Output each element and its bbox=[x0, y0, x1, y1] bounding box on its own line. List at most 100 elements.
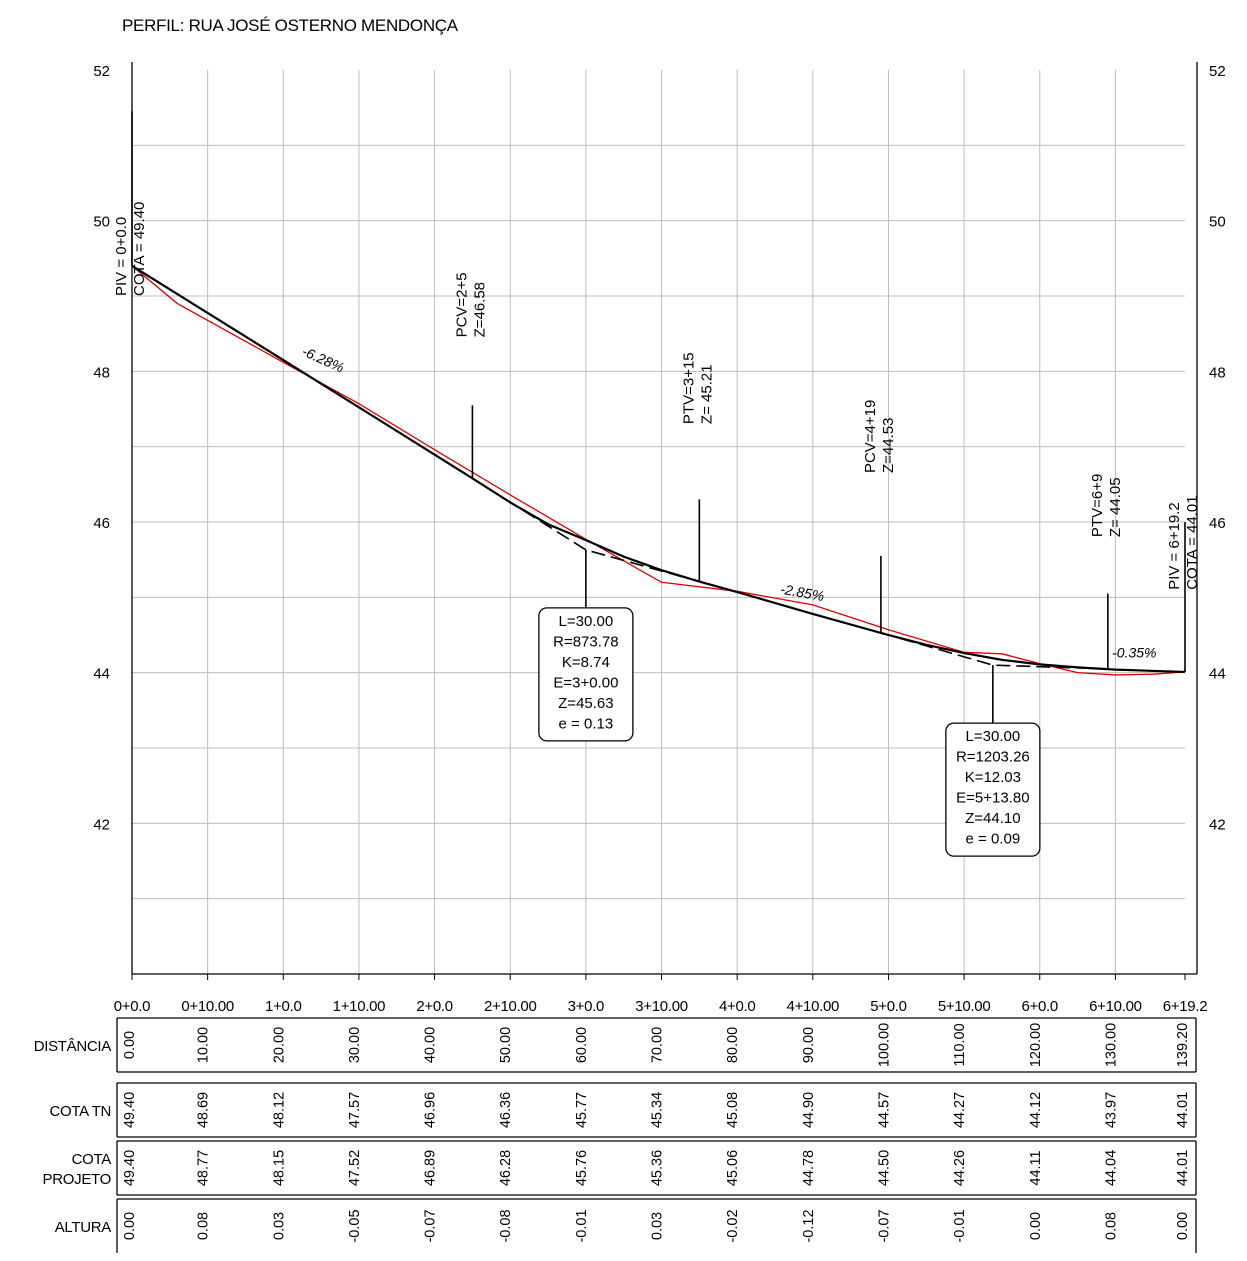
x-tick-label: 6+19.2 bbox=[1163, 998, 1208, 1015]
x-tick-label: 4+0.0 bbox=[719, 998, 755, 1015]
marker-label: PTV=6+9 bbox=[1089, 474, 1106, 537]
y-tick-label-right: 50 bbox=[1209, 214, 1226, 231]
table-cell-value: 43.97 bbox=[1103, 1092, 1119, 1128]
marker-label: PCV=2+5 bbox=[453, 272, 470, 337]
table-cell-value: 130.00 bbox=[1103, 1023, 1119, 1067]
y-tick-label-left: 50 bbox=[93, 214, 110, 231]
y-tick-label-left: 44 bbox=[93, 666, 110, 683]
table-cell-value: 0.00 bbox=[1175, 1212, 1191, 1240]
table-cell-value: -0.12 bbox=[801, 1209, 817, 1242]
table-cell-value: 90.00 bbox=[801, 1027, 817, 1063]
table-cell-value: 47.52 bbox=[347, 1150, 363, 1186]
table-cell-value: -0.07 bbox=[423, 1209, 439, 1242]
tangent-line bbox=[880, 631, 1108, 670]
y-tick-label-left: 42 bbox=[93, 816, 110, 833]
marker-label: Z= 44.05 bbox=[1107, 477, 1124, 537]
table-cell-value: 0.03 bbox=[650, 1212, 666, 1240]
x-tick-label: 6+0.0 bbox=[1022, 998, 1058, 1015]
table-row-label: DISTÂNCIA bbox=[34, 1038, 112, 1055]
table-cell-value: 48.15 bbox=[271, 1150, 287, 1186]
table-cell-value: 0.00 bbox=[1028, 1212, 1044, 1240]
table-cell-value: -0.05 bbox=[347, 1209, 363, 1242]
curve-info-line: L=30.00 bbox=[966, 728, 1021, 745]
y-tick-label-right: 48 bbox=[1209, 364, 1226, 381]
x-tick-label: 4+10.00 bbox=[787, 998, 840, 1015]
table-row-label: ALTURA bbox=[55, 1219, 112, 1236]
x-tick-label: 6+10.00 bbox=[1089, 998, 1142, 1015]
table-cell-value: 48.12 bbox=[271, 1092, 287, 1128]
table-cell-value: -0.01 bbox=[952, 1209, 968, 1242]
table-cell-value: 44.01 bbox=[1175, 1092, 1191, 1128]
table-cell-value: 0.00 bbox=[122, 1212, 138, 1240]
marker-label: Z= 45.21 bbox=[698, 364, 715, 424]
table-cell-value: 0.08 bbox=[1103, 1212, 1119, 1240]
table-cell-value: 44.26 bbox=[952, 1150, 968, 1186]
page-title: PERFIL: RUA JOSÉ OSTERNO MENDONÇA bbox=[122, 16, 458, 35]
y-tick-label-right: 42 bbox=[1209, 816, 1226, 833]
table-cell-value: 45.36 bbox=[650, 1150, 666, 1186]
curve-info-line: L=30.00 bbox=[559, 613, 614, 630]
table-cell-value: -0.08 bbox=[498, 1209, 514, 1242]
x-tick-label: 5+0.0 bbox=[870, 998, 906, 1015]
table-row-label: COTA TN bbox=[49, 1103, 111, 1120]
x-tick-label: 0+0.0 bbox=[114, 998, 150, 1015]
table-cell-value: 50.00 bbox=[498, 1027, 514, 1063]
x-tick-label: 1+0.0 bbox=[265, 998, 301, 1015]
curve-info-line: E=5+13.80 bbox=[956, 790, 1029, 807]
table-cell-value: 0.03 bbox=[271, 1212, 287, 1240]
x-tick-label: 2+10.00 bbox=[484, 998, 537, 1015]
marker-label: PCV=4+19 bbox=[862, 400, 879, 473]
y-tick-label-right: 44 bbox=[1209, 666, 1226, 683]
y-tick-label-left: 48 bbox=[93, 364, 110, 381]
x-tick-label: 3+10.00 bbox=[635, 998, 688, 1015]
table-cell-value: 45.76 bbox=[574, 1150, 590, 1186]
table-cell-value: 20.00 bbox=[271, 1027, 287, 1063]
table-cell-value: 44.78 bbox=[801, 1150, 817, 1186]
table-cell-value: 49.40 bbox=[122, 1092, 138, 1128]
table-cell-value: 44.04 bbox=[1103, 1150, 1119, 1186]
curve-info-line: e = 0.13 bbox=[559, 715, 614, 732]
table-cell-value: 46.96 bbox=[423, 1092, 439, 1128]
y-tick-label-right: 52 bbox=[1209, 63, 1226, 80]
project-line bbox=[131, 264, 1186, 674]
x-tick-label: 1+10.00 bbox=[333, 998, 386, 1015]
table-cell-value: -0.07 bbox=[876, 1209, 892, 1242]
table-row-label: PROJETO bbox=[43, 1171, 111, 1188]
curve-info-line: R=873.78 bbox=[553, 633, 618, 650]
table-cell-value: 48.69 bbox=[196, 1092, 212, 1128]
x-tick-label: 2+0.0 bbox=[416, 998, 452, 1015]
y-tick-label-left: 52 bbox=[93, 63, 110, 80]
table-cell-value: 45.34 bbox=[650, 1092, 666, 1128]
curve-info-box bbox=[538, 607, 634, 742]
table-cell-value: 10.00 bbox=[196, 1027, 212, 1063]
curve-info-line: E=3+0.00 bbox=[553, 674, 618, 691]
table-cell-value: 46.28 bbox=[498, 1150, 514, 1186]
curve-info-line: e = 0.09 bbox=[966, 831, 1021, 848]
curve-info-line: R=1203.26 bbox=[956, 749, 1030, 766]
slope-label: -6.28% bbox=[300, 343, 347, 376]
table-cell-value: 45.06 bbox=[725, 1150, 741, 1186]
y-tick-label-right: 46 bbox=[1209, 515, 1226, 532]
data-table: DISTÂNCIA 0.00 10.00 20.00 30.00 40.00 50.00 60… bbox=[34, 1017, 1197, 1253]
curve-info-line: Z=44.10 bbox=[965, 810, 1020, 827]
slope-label: -0.35% bbox=[1112, 645, 1156, 661]
table-cell-value: 45.08 bbox=[725, 1092, 741, 1128]
table-cell-value: 120.00 bbox=[1028, 1023, 1044, 1067]
table-cell-value: 139.20 bbox=[1175, 1023, 1191, 1067]
marker-label: PIV = 0+0.0 bbox=[113, 217, 130, 296]
y-tick-label-left: 46 bbox=[93, 515, 110, 532]
table-cell-value: 100.00 bbox=[876, 1023, 892, 1067]
curve-info-line: Z=45.63 bbox=[558, 695, 613, 712]
marker-layer: PIV = 0+0.0 COTA = 49.40 PCV=2+5 Z=46.58 PTV… bbox=[113, 111, 1201, 672]
table-cell-value: 40.00 bbox=[423, 1027, 439, 1063]
table-cell-value: 0.00 bbox=[122, 1031, 138, 1059]
table-cell-value: 44.57 bbox=[876, 1092, 892, 1128]
table-cell-value: 70.00 bbox=[650, 1027, 666, 1063]
axis-labels: 52 52 50 50 48 48 46 46 44 44 42 42 0+0.0 0+10.00 1+0.… bbox=[93, 63, 1225, 1015]
table-cell-value: 49.40 bbox=[122, 1150, 138, 1186]
x-tick-label: 0+10.00 bbox=[181, 998, 234, 1015]
table-cell-value: 46.36 bbox=[498, 1092, 514, 1128]
marker-label: PTV=3+15 bbox=[680, 352, 697, 424]
x-tick-label: 3+0.0 bbox=[568, 998, 604, 1015]
